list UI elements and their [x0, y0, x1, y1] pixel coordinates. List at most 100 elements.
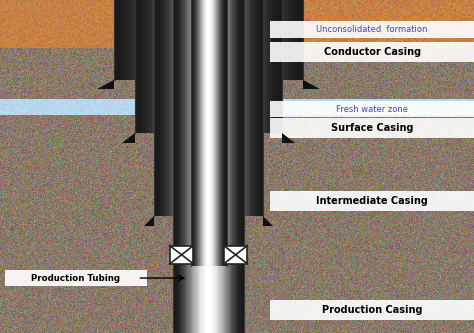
Bar	[152, 0, 155, 133]
Bar	[284, 0, 288, 80]
Text: Production Casing: Production Casing	[322, 305, 422, 315]
Polygon shape	[97, 80, 114, 89]
Bar	[231, 0, 232, 333]
Polygon shape	[263, 216, 273, 226]
Bar	[209, 0, 210, 266]
Bar	[198, 0, 200, 216]
Bar	[217, 0, 218, 333]
Bar	[223, 0, 225, 216]
Bar	[261, 0, 263, 216]
Bar	[164, 0, 167, 80]
Bar	[205, 0, 209, 80]
Bar	[213, 0, 216, 133]
Bar	[270, 101, 474, 117]
Bar	[184, 0, 186, 133]
Bar	[236, 0, 237, 333]
Bar	[267, 0, 270, 133]
Bar	[215, 0, 218, 80]
Bar	[183, 0, 186, 80]
Bar	[211, 0, 213, 133]
Bar	[216, 0, 218, 216]
Text: Fresh water zone: Fresh water zone	[336, 105, 408, 114]
Bar	[211, 0, 212, 333]
Bar	[191, 0, 192, 333]
Bar	[224, 0, 225, 266]
Bar	[194, 0, 195, 266]
Bar	[297, 0, 300, 80]
Bar	[172, 0, 174, 133]
Bar	[281, 0, 284, 80]
Bar	[157, 0, 160, 133]
Text: Conductor Casing: Conductor Casing	[324, 47, 420, 57]
Bar	[225, 0, 227, 216]
Bar	[277, 0, 280, 133]
Bar	[185, 0, 187, 216]
Bar	[230, 0, 233, 133]
Bar	[246, 0, 250, 80]
Bar	[218, 0, 219, 333]
Bar	[174, 0, 175, 333]
Bar	[214, 0, 215, 266]
Bar	[155, 0, 157, 133]
Bar	[288, 0, 291, 80]
Bar	[242, 0, 243, 333]
Bar	[223, 0, 226, 133]
Bar	[137, 0, 140, 133]
Bar	[224, 0, 225, 333]
Bar	[216, 0, 217, 333]
Bar	[167, 0, 169, 216]
Bar	[221, 0, 223, 333]
Bar	[184, 0, 185, 333]
Bar	[274, 0, 277, 133]
Bar	[241, 0, 242, 333]
Bar	[189, 0, 190, 333]
Text: Intermediate Casing: Intermediate Casing	[316, 196, 428, 206]
Bar	[196, 0, 198, 216]
Bar	[294, 0, 297, 80]
Bar	[205, 0, 206, 266]
Bar	[270, 191, 474, 211]
Bar	[146, 0, 148, 80]
Bar	[272, 0, 274, 133]
Bar	[163, 0, 165, 216]
Bar	[250, 0, 253, 133]
Bar	[196, 0, 197, 266]
Bar	[265, 0, 267, 133]
Bar	[175, 0, 176, 333]
Bar	[192, 0, 193, 266]
Bar	[230, 0, 232, 216]
Bar	[176, 0, 178, 216]
Bar	[218, 0, 221, 80]
Bar	[227, 0, 228, 333]
Bar	[220, 0, 221, 266]
Bar	[180, 0, 183, 80]
Bar	[270, 21, 474, 38]
Bar	[136, 0, 139, 80]
Bar	[191, 0, 194, 133]
Bar	[226, 0, 228, 133]
Bar	[199, 0, 202, 80]
Bar	[158, 0, 159, 216]
Bar	[171, 0, 174, 80]
Bar	[222, 0, 223, 266]
Bar	[246, 0, 248, 133]
Bar	[260, 0, 263, 133]
Bar	[228, 0, 230, 133]
Bar	[194, 0, 196, 216]
Bar	[237, 0, 238, 333]
Bar	[120, 0, 123, 80]
Bar	[253, 0, 256, 80]
Bar	[180, 0, 181, 216]
Bar	[250, 0, 252, 216]
Bar	[214, 0, 216, 216]
Bar	[243, 0, 245, 133]
Polygon shape	[122, 133, 135, 143]
Bar	[203, 0, 205, 216]
Bar	[221, 0, 223, 133]
Bar	[169, 0, 171, 216]
Bar	[198, 0, 199, 266]
Bar	[181, 0, 182, 333]
Bar	[129, 0, 133, 80]
Bar	[152, 0, 155, 80]
Bar	[204, 0, 205, 266]
